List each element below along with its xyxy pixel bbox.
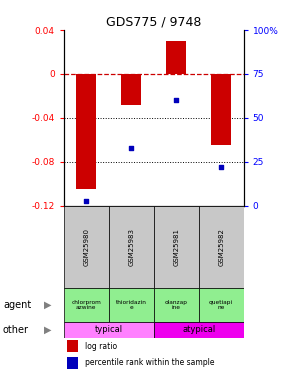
- Text: GSM25980: GSM25980: [83, 228, 89, 266]
- Bar: [154, 288, 199, 322]
- Bar: [154, 206, 199, 288]
- Text: quetiapi
ne: quetiapi ne: [209, 300, 233, 310]
- Bar: [199, 206, 244, 288]
- Bar: [64, 288, 109, 322]
- Bar: [64, 206, 109, 288]
- Bar: [64, 322, 154, 338]
- Text: atypical: atypical: [182, 326, 215, 334]
- Bar: [76, 74, 96, 189]
- Text: olanzap
ine: olanzap ine: [165, 300, 188, 310]
- Text: GSM25981: GSM25981: [173, 228, 179, 266]
- Title: GDS775 / 9748: GDS775 / 9748: [106, 16, 201, 29]
- Bar: [166, 41, 186, 74]
- Bar: [67, 340, 78, 352]
- Text: ▶: ▶: [44, 300, 51, 310]
- Point: [219, 164, 224, 170]
- Text: ▶: ▶: [44, 325, 51, 335]
- Point: [84, 198, 89, 204]
- Text: chlorprom
azwine: chlorprom azwine: [71, 300, 101, 310]
- Text: other: other: [3, 325, 29, 335]
- Text: log ratio: log ratio: [85, 342, 117, 351]
- Point: [174, 98, 179, 104]
- Bar: [67, 357, 78, 369]
- Text: GSM25982: GSM25982: [218, 228, 224, 266]
- Text: thioridazin
e: thioridazin e: [116, 300, 147, 310]
- Text: percentile rank within the sample: percentile rank within the sample: [85, 358, 215, 367]
- Bar: [211, 74, 231, 146]
- Bar: [121, 74, 141, 105]
- Text: typical: typical: [95, 326, 123, 334]
- Bar: [199, 288, 244, 322]
- Bar: [154, 322, 244, 338]
- Text: agent: agent: [3, 300, 31, 310]
- Point: [129, 145, 134, 151]
- Bar: [109, 288, 154, 322]
- Bar: [109, 206, 154, 288]
- Text: GSM25983: GSM25983: [128, 228, 134, 266]
